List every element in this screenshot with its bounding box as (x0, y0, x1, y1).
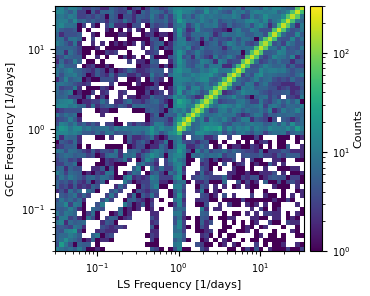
X-axis label: LS Frequency [1/days]: LS Frequency [1/days] (117, 280, 242, 290)
Y-axis label: GCE Frequency [1/days]: GCE Frequency [1/days] (6, 61, 16, 196)
Y-axis label: Counts: Counts (353, 109, 363, 148)
